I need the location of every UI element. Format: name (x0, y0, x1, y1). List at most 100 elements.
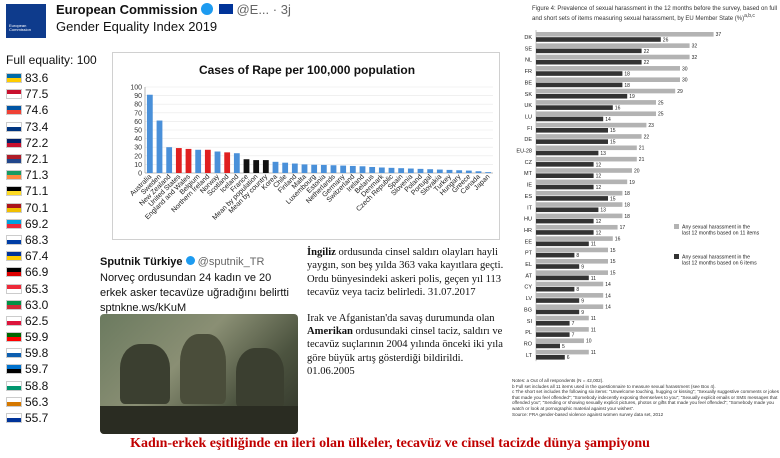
country-code-label: LT (526, 353, 533, 359)
score-value: 63.0 (25, 297, 49, 312)
rape-bar (195, 149, 202, 173)
country-code-label: LV (526, 296, 533, 302)
country-flag-icon (6, 396, 22, 407)
full-set-bar (536, 54, 690, 60)
post-time[interactable]: 3j (280, 2, 291, 17)
embedded-tweet[interactable]: Sputnik Türkiye @sputnik_TR Norveç ordus… (100, 244, 298, 434)
short-set-bar (536, 355, 565, 360)
short-set-value: 18 (624, 71, 630, 77)
country-code-label: MT (524, 171, 533, 177)
account-handle[interactable]: @E... (236, 2, 270, 17)
full-set-value: 14 (605, 293, 611, 299)
short-set-value: 26 (663, 37, 669, 43)
soldiers-photo[interactable] (100, 314, 298, 434)
tweet-author[interactable]: Sputnik Türkiye @sputnik_TR (100, 256, 264, 268)
short-set-bar (536, 241, 589, 247)
legend-label-full: Any sexual harassment in the (682, 225, 750, 231)
account-name[interactable]: European Commission (56, 2, 198, 17)
full-set-value: 15 (610, 259, 616, 265)
short-set-value: 8 (576, 287, 579, 293)
full-set-value: 18 (624, 214, 630, 220)
score-row: 59.7 (6, 361, 102, 377)
country-flag-icon (6, 267, 22, 278)
score-value: 69.2 (25, 216, 49, 231)
score-value: 66.9 (25, 265, 49, 280)
country-flag-icon (6, 283, 22, 294)
full-set-value: 11 (591, 327, 596, 333)
score-row: 63.0 (6, 297, 102, 313)
full-set-bar (536, 111, 656, 117)
country-flag-icon (6, 380, 22, 391)
y-tick-label: 20 (134, 153, 142, 160)
full-set-bar (536, 338, 584, 344)
short-set-bar (536, 128, 608, 133)
short-set-value: 9 (581, 264, 584, 270)
country-code-label: DK (524, 35, 532, 41)
country-flag-icon (6, 186, 22, 197)
score-row: 74.6 (6, 102, 102, 118)
short-set-bar (536, 37, 661, 42)
tweet-author-name[interactable]: Sputnik Türkiye (100, 256, 183, 268)
tweet-text: Norveç ordusundan 24 kadın ve 20 erkek a… (100, 272, 289, 314)
country-code-label: BE (525, 80, 533, 86)
rape-bar (291, 163, 298, 173)
score-row: 72.2 (6, 135, 102, 151)
score-row: 69.2 (6, 216, 102, 232)
full-set-bar (536, 281, 604, 287)
rape-bar (349, 165, 356, 173)
country-code-label: DE (524, 137, 532, 143)
score-value: 71.3 (25, 168, 49, 183)
short-set-value: 13 (600, 151, 606, 157)
european-commission-logo: European Commission (6, 4, 46, 38)
country-flag-icon (6, 251, 22, 262)
us-text-a: Irak ve Afganistan'da savaş durumunda ol… (307, 312, 495, 324)
rape-bar (175, 148, 182, 173)
short-set-bar (536, 252, 575, 258)
full-set-bar (536, 270, 608, 275)
country-code-label: LU (525, 114, 532, 120)
country-code-label: CZ (525, 160, 533, 166)
harassment-figure: DK 37 26 SE 32 22 NL 32 22 FR 30 18 BE 30 18 SK 29 19 UK 25… (506, 0, 780, 430)
score-value: 72.2 (25, 135, 49, 150)
uk-bold: İngiliz (307, 247, 336, 258)
short-set-value: 22 (644, 60, 650, 66)
rape-bar (233, 153, 240, 173)
short-set-bar (536, 162, 594, 167)
tweet-author-handle[interactable]: @sputnik_TR (197, 256, 265, 268)
full-set-bar (536, 224, 618, 230)
country-code-label: NL (525, 58, 532, 64)
y-tick-label: 30 (134, 145, 142, 152)
score-row: 68.3 (6, 232, 102, 248)
score-value: 65.3 (25, 281, 49, 296)
short-set-value: 12 (596, 219, 602, 225)
short-set-value: 12 (596, 230, 602, 236)
rape-bar (446, 169, 453, 173)
short-set-bar (536, 320, 570, 326)
short-set-value: 15 (610, 128, 616, 134)
account-line[interactable]: European Commission @E... · 3j (56, 2, 291, 17)
short-set-value: 11 (591, 276, 596, 282)
full-set-value: 15 (610, 248, 616, 254)
full-set-bar (536, 122, 647, 128)
country-code-label: BG (524, 307, 532, 313)
rape-chart: 0 10 20 30 40 50 60 70 80 90 100 Australia Sweden New… (112, 52, 500, 240)
score-value: 70.1 (25, 200, 49, 215)
caption: Kadın-erkek eşitliğinde en ileri olan ül… (130, 436, 650, 451)
short-set-value: 19 (629, 94, 635, 100)
full-set-value: 14 (605, 282, 611, 288)
rape-bar (204, 149, 211, 173)
short-set-value: 12 (596, 174, 602, 180)
country-code-label: IE (527, 183, 533, 189)
country-code-label: ES (525, 194, 533, 200)
full-set-value: 16 (615, 237, 621, 243)
score-row: 77.5 (6, 86, 102, 102)
full-set-bar (536, 349, 589, 355)
country-code-label: RO (524, 341, 533, 347)
score-row: 66.9 (6, 264, 102, 280)
rape-bar (272, 161, 279, 173)
country-flag-icon (6, 332, 22, 343)
score-value: 74.6 (25, 103, 49, 118)
y-tick-label: 0 (138, 171, 142, 178)
rape-bar (398, 168, 405, 173)
country-code-label: HR (524, 228, 532, 234)
